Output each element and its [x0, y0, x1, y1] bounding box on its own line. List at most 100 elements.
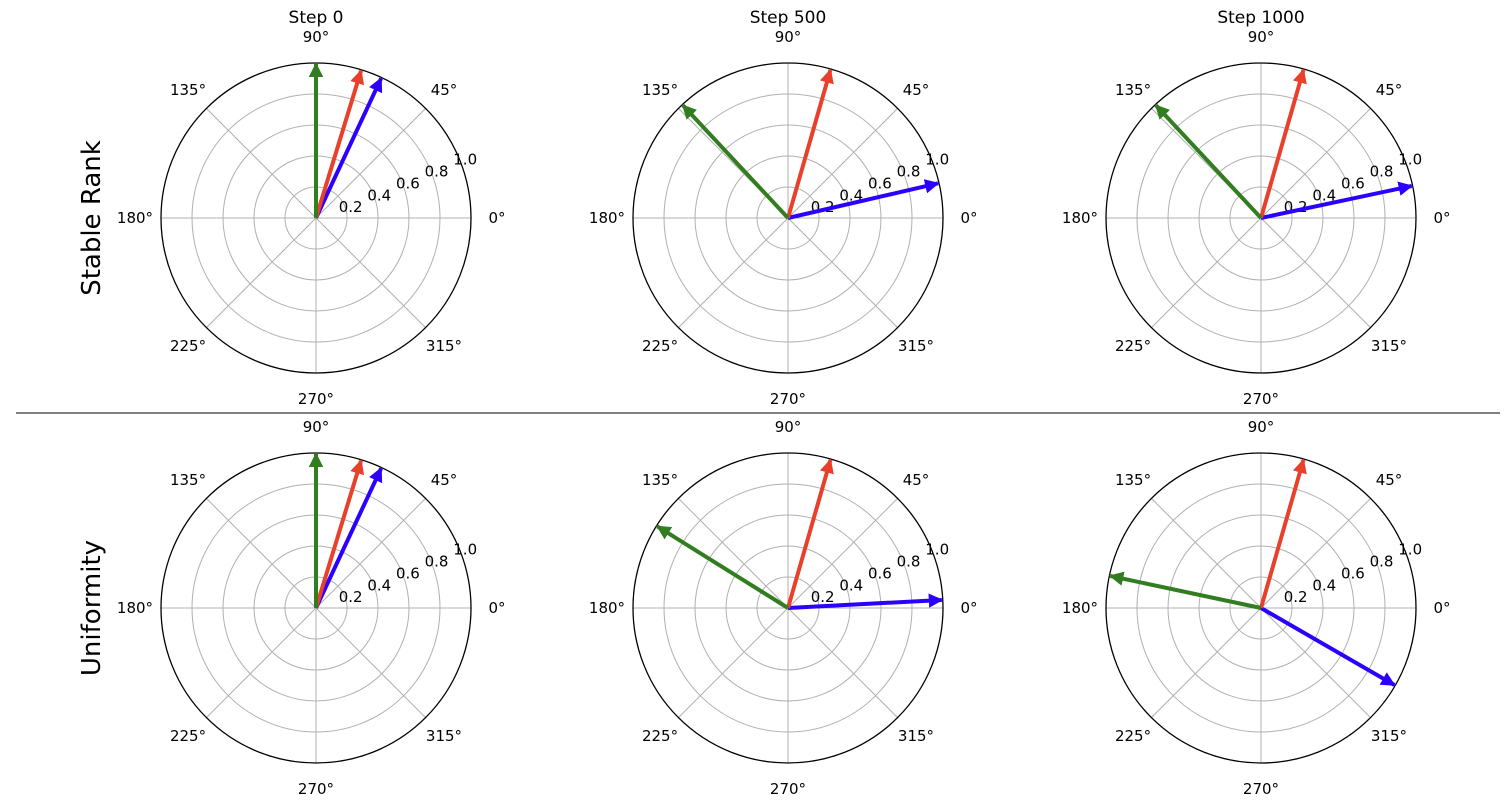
- radial-tick-label: 0.6: [1341, 564, 1365, 582]
- angle-tick-label: 315°: [898, 727, 934, 745]
- angle-tick-label: 0°: [488, 209, 505, 227]
- angle-tick-label: 315°: [1371, 727, 1407, 745]
- angle-tick-label: 315°: [426, 337, 462, 355]
- angle-tick-label: 180°: [589, 599, 625, 617]
- angle-tick-label: 45°: [903, 471, 930, 489]
- angular-gridline: [1260, 217, 1371, 328]
- angle-tick-label: 45°: [1376, 471, 1403, 489]
- panels-container: 0°45°90°135°180°225°270°315°0.20.40.60.8…: [117, 28, 1451, 798]
- radial-tick-label: 0.4: [1312, 186, 1336, 204]
- angle-tick-label: 45°: [431, 81, 458, 99]
- radial-tick-label: 0.8: [1370, 553, 1394, 571]
- angular-gridline: [1260, 498, 1371, 609]
- angle-tick-label: 45°: [1376, 81, 1403, 99]
- angle-tick-label: 135°: [170, 81, 206, 99]
- radial-tick-label: 0.2: [1284, 588, 1308, 606]
- polar-panel-uniformity-step-1000: 0° 45° 90° 135° 180° 225° 270° 315° 0.20.4 0.6 0.8…: [1062, 418, 1451, 798]
- angle-tick-label: 270°: [1243, 780, 1279, 798]
- polar-frame: [632, 452, 944, 764]
- angular-gridline: [206, 607, 317, 718]
- vector-arrow-red: [314, 459, 365, 609]
- angle-tick-label: 90°: [775, 418, 802, 436]
- angle-tick-label: 90°: [303, 28, 330, 46]
- radial-tick-label: 0.4: [367, 576, 391, 594]
- angular-gridline: [1151, 498, 1262, 609]
- angular-gridline: [787, 498, 898, 609]
- angle-tick-label: 90°: [1248, 418, 1275, 436]
- vector-arrow-green: [656, 524, 790, 610]
- angular-gridline: [678, 217, 789, 328]
- angle-tick-label: 180°: [589, 209, 625, 227]
- angular-gridline: [1151, 217, 1262, 328]
- angular-gridline: [1151, 607, 1262, 718]
- vector-arrow-red: [1259, 458, 1307, 609]
- angle-tick-label: 45°: [431, 471, 458, 489]
- angle-tick-label: 180°: [117, 599, 153, 617]
- angle-tick-label: 90°: [775, 28, 802, 46]
- angle-tick-label: 315°: [426, 727, 462, 745]
- angle-tick-label: 270°: [298, 390, 334, 408]
- row-label-stable-rank: Stable Rank: [77, 140, 107, 296]
- angle-tick-label: 45°: [903, 81, 930, 99]
- radial-tick-label: 0.4: [839, 186, 863, 204]
- radial-tick-label: 0.2: [339, 198, 363, 216]
- angular-gridline: [206, 108, 317, 219]
- polar-panel-uniformity-step-0: 0° 45° 90° 135° 180° 225° 270° 315° 0.20.4 0.6 0.8…: [117, 418, 506, 798]
- angular-gridline: [315, 217, 426, 328]
- angular-gridline: [315, 607, 426, 718]
- vector-arrow-blue: [787, 593, 944, 610]
- column-title-step-1000: Step 1000: [1217, 8, 1304, 28]
- vector-arrow-red: [314, 69, 365, 219]
- angle-tick-label: 180°: [117, 209, 153, 227]
- column-title-step-0: Step 0: [289, 8, 344, 28]
- radial-tick-label: 0.6: [868, 564, 892, 582]
- polar-frame: [1105, 62, 1417, 374]
- angle-tick-label: 270°: [298, 780, 334, 798]
- vector-arrow-blue: [1260, 181, 1414, 220]
- vector-arrow-blue: [1260, 606, 1396, 687]
- radial-tick-label: 0.6: [1341, 174, 1365, 192]
- angular-gridline: [787, 108, 898, 219]
- angle-tick-label: 90°: [1248, 28, 1275, 46]
- angle-tick-label: 0°: [960, 209, 977, 227]
- radial-tick-label: 0.8: [897, 163, 921, 181]
- angular-gridline: [206, 498, 317, 609]
- vector-arrow-green: [681, 104, 790, 220]
- angular-gridline: [1260, 607, 1371, 718]
- angle-tick-label: 225°: [642, 337, 678, 355]
- angle-tick-label: 180°: [1062, 599, 1098, 617]
- angular-gridline: [315, 498, 426, 609]
- polar-panel-stable-rank-step-1000: 0°45°90°135°180°225°270°315°0.20.40.60.8…: [1062, 28, 1451, 408]
- radial-tick-label: 0.8: [425, 163, 449, 181]
- angle-tick-label: 0°: [1433, 209, 1450, 227]
- polar-panel-uniformity-step-500: 0° 45° 90° 135° 180° 225° 270° 315° 0.20.4 0.6 0.8…: [589, 418, 978, 798]
- vector-arrow-blue: [787, 179, 940, 220]
- angle-tick-label: 225°: [1115, 727, 1151, 745]
- radial-tick-label: 1.0: [925, 541, 949, 559]
- angular-gridline: [206, 217, 317, 328]
- polar-panel-stable-rank-step-0: 0° 45° 90° 135° 180° 225° 270° 315° 0.20.4 0.6 0.8…: [117, 28, 506, 408]
- angular-gridline: [678, 498, 789, 609]
- radial-tick-label: 0.8: [897, 553, 921, 571]
- row-label-uniformity: Uniformity: [77, 540, 107, 676]
- vector-arrow-red: [786, 68, 834, 219]
- radial-tick-label: 0.4: [1312, 576, 1336, 594]
- angle-tick-label: 135°: [1115, 81, 1151, 99]
- angle-tick-label: 135°: [170, 471, 206, 489]
- radial-tick-label: 0.8: [1370, 163, 1394, 181]
- angular-gridline: [787, 607, 898, 718]
- angle-tick-label: 0°: [1433, 599, 1450, 617]
- vector-arrow-blue: [314, 467, 383, 609]
- polar-panel-stable-rank-step-500: 0°45°90°135°180°225°270°315°0.20.40.60.8…: [589, 28, 978, 408]
- radial-tick-label: 1.0: [453, 541, 477, 559]
- angle-tick-label: 270°: [770, 780, 806, 798]
- vector-arrow-green: [1154, 104, 1263, 220]
- radial-tick-label: 0.6: [396, 174, 420, 192]
- angle-tick-label: 90°: [303, 418, 330, 436]
- polar-frame: [1105, 452, 1417, 764]
- radial-tick-label: 1.0: [1398, 151, 1422, 169]
- radial-tick-label: 0.2: [339, 588, 363, 606]
- angle-tick-label: 225°: [170, 727, 206, 745]
- radial-tick-label: 0.8: [425, 553, 449, 571]
